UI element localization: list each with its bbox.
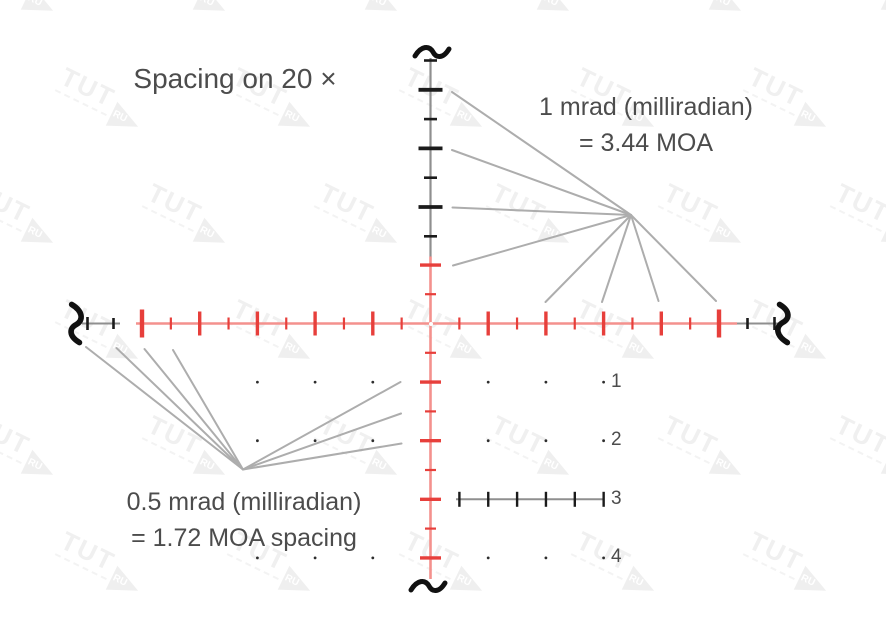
- half-mrad-callout: 0.5 mrad (milliradian) = 1.72 MOA spacin…: [127, 484, 362, 556]
- horizontal-axis: [82, 309, 781, 338]
- mil-label-3: 3: [611, 488, 622, 509]
- mil-label-4: 4: [611, 546, 622, 567]
- magnification-note: Spacing on 20 ×: [133, 63, 337, 94]
- mil-dots: [256, 380, 605, 560]
- mil-label-2: 2: [611, 429, 622, 450]
- mrad-callout-line1: 1 mrad (milliradian): [539, 93, 753, 121]
- mrad-callout-line2: = 3.44 MOA: [578, 129, 714, 157]
- axis-break-symbols: [68, 45, 791, 593]
- callout-pointer-lines: [85, 91, 717, 471]
- mil-label-1: 1: [611, 371, 622, 392]
- vertical-axis: [418, 58, 443, 579]
- half-mrad-callout-line2: = 1.72 MOA spacing: [131, 524, 357, 552]
- mrad-callout: 1 mrad (milliradian) = 3.44 MOA: [539, 89, 753, 161]
- half-mrad-callout-line1: 0.5 mrad (milliradian): [126, 488, 362, 516]
- half-mrad-ruler: [456, 491, 605, 507]
